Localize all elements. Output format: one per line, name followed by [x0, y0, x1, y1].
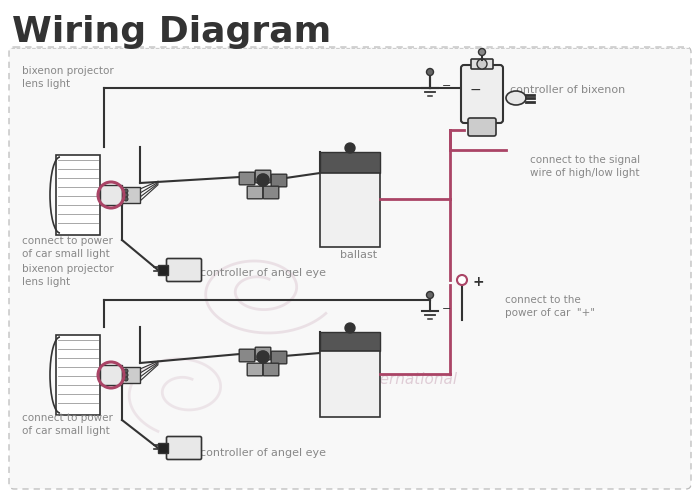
Text: controller of angel eye: controller of angel eye — [200, 448, 326, 458]
Text: −: − — [470, 83, 482, 97]
Text: ballast: ballast — [340, 250, 377, 260]
Bar — [100, 365, 122, 385]
FancyBboxPatch shape — [320, 332, 380, 351]
Circle shape — [426, 69, 433, 76]
FancyBboxPatch shape — [9, 47, 691, 489]
Text: −: − — [442, 304, 452, 314]
FancyBboxPatch shape — [247, 186, 262, 199]
FancyBboxPatch shape — [468, 118, 496, 136]
FancyBboxPatch shape — [239, 349, 255, 362]
Circle shape — [477, 59, 487, 69]
Circle shape — [124, 197, 128, 201]
Text: Sico International: Sico International — [323, 372, 457, 388]
Text: connect to the signal
wire of high/low light: connect to the signal wire of high/low l… — [530, 155, 640, 178]
FancyBboxPatch shape — [320, 152, 380, 173]
Bar — [158, 265, 168, 275]
Text: bixenon projector
lens light: bixenon projector lens light — [22, 264, 113, 287]
FancyBboxPatch shape — [471, 59, 493, 69]
Text: +: + — [472, 275, 484, 289]
Text: connect to the
power of car  "+": connect to the power of car "+" — [505, 295, 595, 318]
FancyBboxPatch shape — [271, 174, 287, 187]
Bar — [100, 185, 122, 205]
FancyBboxPatch shape — [167, 436, 202, 460]
FancyBboxPatch shape — [256, 347, 271, 360]
FancyBboxPatch shape — [256, 170, 271, 183]
Circle shape — [124, 377, 128, 381]
Circle shape — [457, 275, 467, 285]
FancyBboxPatch shape — [263, 186, 279, 199]
Circle shape — [124, 189, 128, 193]
Text: Wiring Diagram: Wiring Diagram — [12, 15, 331, 49]
Text: controller of angel eye: controller of angel eye — [200, 268, 326, 278]
FancyBboxPatch shape — [320, 173, 380, 247]
Circle shape — [124, 193, 128, 197]
Text: bixenon projector
lens light: bixenon projector lens light — [22, 66, 113, 89]
FancyBboxPatch shape — [167, 258, 202, 281]
Text: −: − — [442, 81, 452, 91]
Circle shape — [479, 49, 486, 56]
FancyBboxPatch shape — [239, 172, 255, 185]
Bar — [56, 335, 100, 415]
Circle shape — [257, 351, 269, 363]
Bar — [56, 155, 100, 235]
FancyBboxPatch shape — [263, 363, 279, 376]
Circle shape — [124, 369, 128, 373]
FancyBboxPatch shape — [271, 351, 287, 364]
Circle shape — [345, 323, 355, 333]
Ellipse shape — [506, 91, 526, 105]
Bar — [122, 187, 140, 203]
Bar — [158, 443, 168, 453]
Circle shape — [257, 174, 269, 186]
Text: connect to power
of car small light: connect to power of car small light — [22, 236, 113, 259]
Circle shape — [426, 292, 433, 299]
Circle shape — [345, 143, 355, 153]
Circle shape — [124, 373, 128, 377]
FancyBboxPatch shape — [247, 363, 262, 376]
FancyBboxPatch shape — [320, 351, 380, 417]
Text: connect to power
of car small light: connect to power of car small light — [22, 413, 113, 436]
Text: controller of bixenon: controller of bixenon — [510, 85, 625, 95]
Bar — [122, 367, 140, 383]
FancyBboxPatch shape — [461, 65, 503, 123]
